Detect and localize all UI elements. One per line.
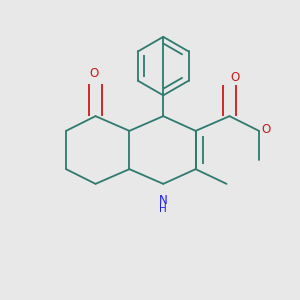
Text: O: O	[89, 67, 99, 80]
Text: N: N	[159, 194, 168, 207]
Text: O: O	[231, 71, 240, 84]
Text: O: O	[262, 123, 271, 136]
Text: H: H	[159, 204, 167, 214]
